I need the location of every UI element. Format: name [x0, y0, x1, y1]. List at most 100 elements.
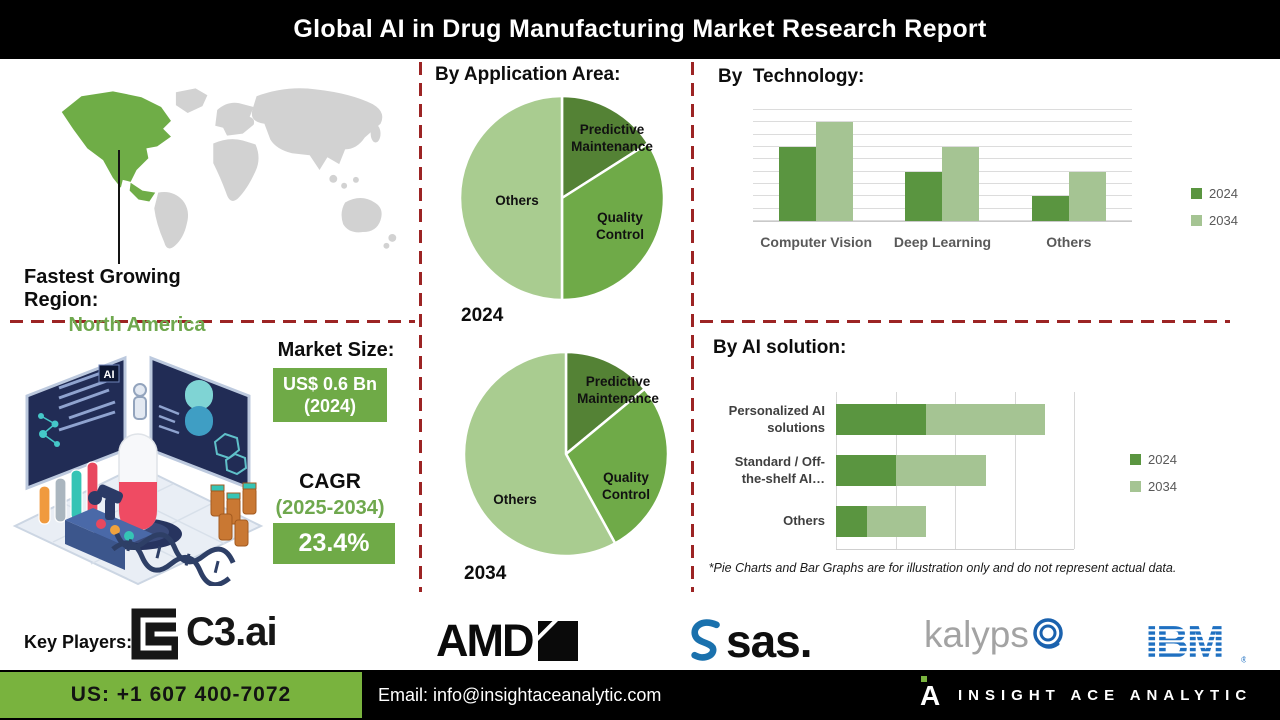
- region-pointer-line: [118, 150, 120, 264]
- pie-slice: [560, 95, 650, 200]
- kalypso-logo: kalyps: [924, 616, 1065, 653]
- gridline: [1074, 392, 1075, 549]
- pie-slice-label-quality-control: Quality Control: [602, 470, 650, 502]
- fastest-growing-region: Fastest Growing Region: North America: [24, 266, 250, 337]
- lab-illustration: AI: [12, 355, 264, 586]
- pie-year-2024: 2024: [461, 305, 504, 326]
- pie-slice: [463, 351, 617, 557]
- market-size-label: Market Size:: [277, 339, 395, 361]
- bar-segment-2024: [836, 404, 927, 435]
- bar-group-Computer Vision: [753, 110, 879, 221]
- bar-row: Others: [713, 506, 1133, 537]
- bar-2034: [1068, 171, 1106, 221]
- c3ai-logo-text: C3.ai: [186, 609, 278, 654]
- world-map: [61, 88, 397, 249]
- legend-item-2024: 2024: [1191, 186, 1238, 201]
- sas-swirl-icon: [691, 619, 720, 661]
- pie-svg: [463, 351, 669, 557]
- horizontal-divider: [10, 320, 415, 323]
- pie-slice-label-others: Others: [495, 193, 539, 208]
- pie-slice: [564, 351, 646, 456]
- bar-segment-2024: [836, 506, 867, 537]
- insightace-logo-dot: [921, 676, 927, 682]
- stacked-bar: [836, 455, 1074, 486]
- key-players-label: Key Players:: [24, 632, 133, 652]
- email-address: Email: info@insightaceanalytic.com: [378, 685, 662, 705]
- sas-logo-dot: .: [799, 615, 813, 667]
- ai-solution-rows: Personalized AI solutions Standard / Off-…: [713, 392, 1133, 550]
- bar-2034: [942, 147, 980, 221]
- amd-arrow-icon: [538, 621, 579, 661]
- sas-logo: sas.: [688, 614, 813, 668]
- ai-solution-legend: 2024 2034: [1130, 452, 1177, 506]
- bar-group-Others: [1006, 110, 1132, 221]
- gridline: [753, 146, 1132, 148]
- legend-item-2024: 2024: [1130, 452, 1177, 467]
- pie-slice-label-predictive-maintenance: Predictive Maintenance: [577, 374, 659, 406]
- application-area-heading: By Application Area:: [435, 64, 621, 85]
- stacked-bar: [836, 506, 1074, 537]
- ai-solution-bar-chart: Personalized AI solutions Standard / Off-…: [713, 392, 1133, 557]
- bar-2034: [816, 122, 854, 221]
- contact-footer: US: +1 607 400-7072 Email: info@insighta…: [0, 670, 1280, 720]
- pie-slice-label-predictive-maintenance: Predictive Maintenance: [571, 122, 653, 154]
- ai-badge: AI: [104, 369, 115, 381]
- insightace-logo-letter: A: [920, 680, 941, 711]
- amd-logo: AMD: [436, 615, 579, 667]
- gridline: [753, 121, 1132, 123]
- technology-heading: By Technology:: [718, 66, 865, 87]
- bar-2024: [779, 147, 817, 221]
- legend-swatch: [1191, 188, 1202, 199]
- pie-slice: [564, 387, 669, 545]
- gridline: [1014, 392, 1016, 549]
- kalypso-o-icon: [1033, 617, 1063, 649]
- technology-legend: 2024 2034: [1191, 186, 1238, 240]
- legend-item-2034: 2034: [1130, 479, 1177, 494]
- pie-slice-label-quality-control: Quality Control: [596, 210, 644, 242]
- category-label: Others: [1046, 234, 1092, 250]
- technology-plot-area: [753, 109, 1132, 222]
- phone-number: US: +1 607 400-7072: [0, 672, 362, 718]
- bar-segment-2034: [866, 506, 927, 537]
- c3ai-logo: C3.ai: [130, 603, 278, 661]
- stacked-bar: [836, 404, 1074, 435]
- gridline: [753, 109, 1132, 110]
- legend-label: 2024: [1209, 186, 1238, 201]
- region-value: North America: [68, 314, 206, 336]
- ibm-logo-glyph: IBM ®: [1128, 620, 1246, 664]
- legend-label: 2034: [1209, 213, 1238, 228]
- report-title: Global AI in Drug Manufacturing Market R…: [293, 15, 987, 43]
- pie-chart-2024: Predictive Maintenance Quality Control O…: [456, 92, 668, 304]
- bar-2024: [1031, 196, 1069, 221]
- vertical-divider: [419, 62, 422, 592]
- ai-solution-heading: By AI solution:: [713, 337, 847, 358]
- kalypso-logo-text: kalyps: [924, 614, 1029, 655]
- sas-logo-text: sas: [726, 615, 801, 667]
- market-size-year: (2024): [303, 396, 357, 416]
- market-size-value-box: US$ 0.6 Bn (2024): [273, 368, 387, 422]
- cagr-period: (2025-2034): [275, 497, 385, 519]
- ibm-logo: IBM ®: [1128, 620, 1246, 664]
- c3ai-logo-glyph: [131, 608, 178, 660]
- bar-segment-2024: [836, 455, 896, 486]
- pie-year-2034: 2034: [464, 563, 507, 584]
- insightace-brand-name: INSIGHT ACE ANALYTIC: [958, 686, 1253, 704]
- bar-segment-2034: [926, 404, 1046, 435]
- bar-row: Standard / Off- the-shelf AI…: [713, 453, 1133, 486]
- row-label: Personalized AI solutions: [728, 402, 825, 435]
- category-label: Deep Learning: [893, 234, 992, 250]
- cagr-value-box: 23.4%: [273, 523, 395, 564]
- legend-item-2034: 2034: [1191, 213, 1238, 228]
- title-banner: Global AI in Drug Manufacturing Market R…: [0, 0, 1280, 59]
- bar-2024: [905, 171, 943, 221]
- pie-chart-2034: Predictive Maintenance Quality Control O…: [460, 348, 672, 560]
- bar-segment-2034: [895, 455, 986, 486]
- bar-group-Deep Learning: [879, 110, 1005, 221]
- cagr-label: CAGR: [299, 470, 361, 493]
- category-label: Computer Vision: [760, 234, 873, 250]
- legend-label: 2024: [1148, 452, 1177, 467]
- insightace-logo-icon: A: [920, 676, 946, 712]
- legend-swatch: [1130, 481, 1141, 492]
- row-label: Standard / Off- the-shelf AI…: [734, 453, 825, 486]
